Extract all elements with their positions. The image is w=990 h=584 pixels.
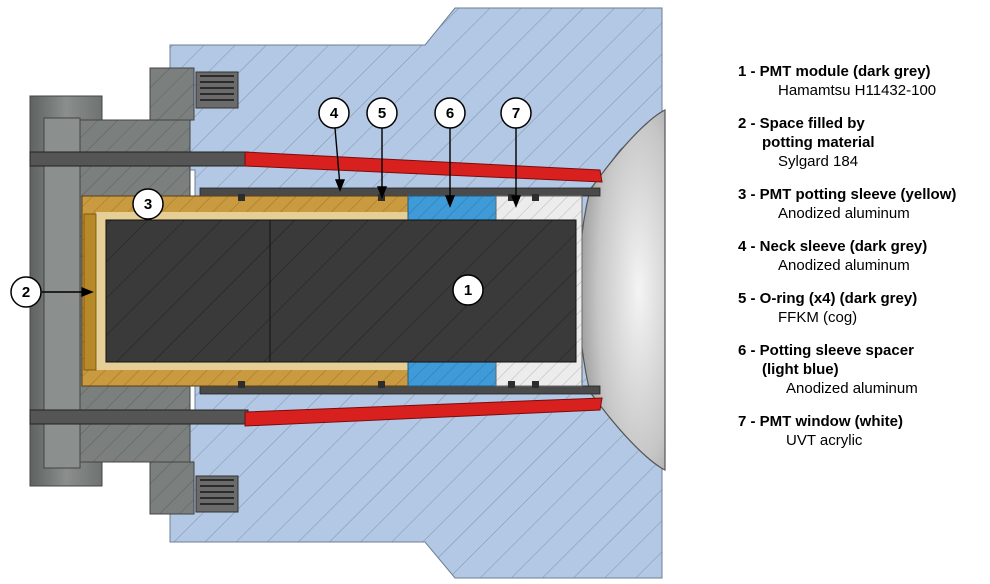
legend-item-1: 1 - PMT module (dark grey) Hamamtsu H114… [738,62,988,100]
legend-title: 6 - Potting sleeve spacer [738,342,914,359]
leader-lines [42,127,522,298]
svg-text:2: 2 [22,284,30,301]
callout-1: 1 [452,274,484,306]
svg-text:3: 3 [144,196,152,213]
svg-text:7: 7 [512,105,520,122]
legend-subtitle: Anodized aluminum [778,257,910,274]
legend-title-continued: potting material [762,134,875,151]
legend-item-4: 4 - Neck sleeve (dark grey) Anodized alu… [738,237,988,275]
cable-top [29,151,603,183]
legend: 1 - PMT module (dark grey) Hamamtsu H114… [738,62,988,464]
legend-item-6: 6 - Potting sleeve spacer (light blue) A… [738,341,988,398]
cross-section-diagram: 1 2 3 4 5 6 7 [10,7,666,579]
legend-item-5: 5 - O-ring (x4) (dark grey) FFKM (cog) [738,289,988,327]
callout-2: 2 [10,276,42,308]
callout-5: 5 [366,97,398,129]
svg-text:4: 4 [330,105,339,122]
legend-title-continued: (light blue) [762,361,839,378]
legend-item-7: 7 - PMT window (white) UVT acrylic [738,412,988,450]
legend-subtitle: Hamamtsu H11432-100 [778,82,937,99]
legend-item-3: 3 - PMT potting sleeve (yellow) Anodized… [738,185,988,223]
legend-subtitle: FFKM (cog) [778,309,858,326]
callout-3: 3 [132,188,164,220]
legend-title: 3 - PMT potting sleeve (yellow) [738,186,957,203]
callout-6: 6 [434,97,466,129]
neck-sleeve-bottom [199,385,601,395]
legend-title: 4 - Neck sleeve (dark grey) [738,238,928,255]
callout-4: 4 [318,97,350,129]
legend-title: 2 - Space filled by [738,115,865,132]
svg-text:6: 6 [446,105,454,122]
legend-subtitle: Sylgard 184 [778,153,859,170]
svg-text:5: 5 [378,105,386,122]
legend-title: 7 - PMT window (white) [738,413,903,430]
screw-top [195,71,239,109]
legend-title: 5 - O-ring (x4) (dark grey) [738,290,918,307]
legend-subtitle: Anodized aluminum [786,380,918,397]
legend-subtitle: Anodized aluminum [778,205,910,222]
pmt-module [105,219,577,363]
cable-bottom [29,397,603,427]
screw-bottom [195,475,239,513]
neck-sleeve-top [199,187,601,197]
legend-title: 1 - PMT module (dark grey) [738,63,931,80]
legend-subtitle: UVT acrylic [786,432,863,449]
spacer-bottom [407,361,497,387]
callout-7: 7 [500,97,532,129]
legend-item-2: 2 - Space filled by potting material Syl… [738,114,988,171]
svg-text:1: 1 [464,282,472,299]
